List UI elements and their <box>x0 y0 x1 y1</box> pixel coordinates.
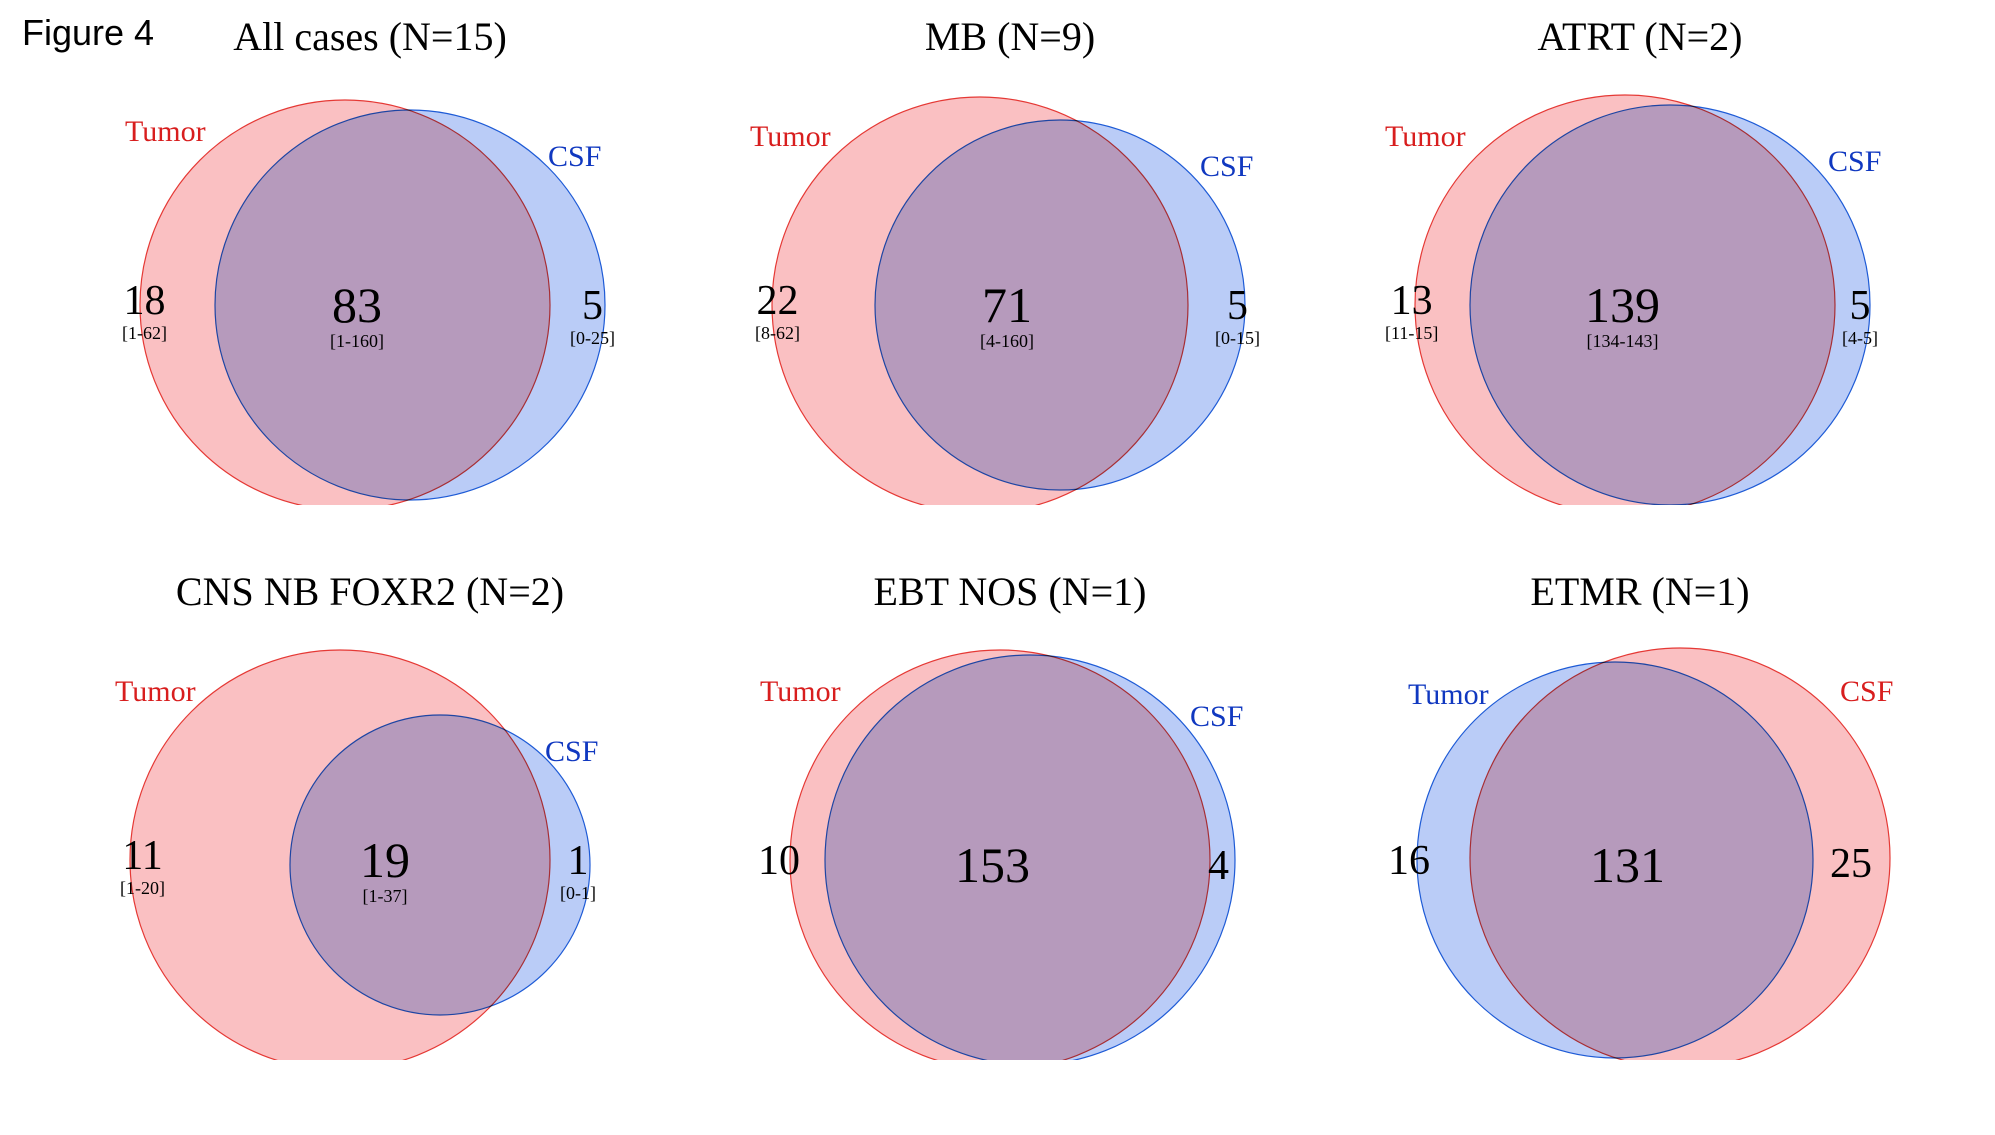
count-value: 5 <box>570 285 615 327</box>
venn-count-right: 25 <box>1830 843 1872 885</box>
venn-panel-ebt: EBT NOS (N=1) Tumor CSF 10 153 4 <box>700 560 1320 1080</box>
venn-count-right: 5 [4-5] <box>1842 285 1878 347</box>
set-label-right: CSF <box>1190 700 1243 734</box>
venn-panel-atrt: ATRT (N=2) Tumor CSF 13 [11-15] 139 [134-143] 5… <box>1330 5 1950 525</box>
set-label-left: Tumor <box>1385 120 1466 154</box>
count-value: 13 <box>1385 280 1438 322</box>
venn-count-right: 5 [0-25] <box>570 285 615 347</box>
set-label-left: Tumor <box>1408 678 1489 712</box>
count-range: [11-15] <box>1385 324 1438 342</box>
set-label-left: Tumor <box>115 675 196 709</box>
count-value: 22 <box>755 280 800 322</box>
panel-title: CNS NB FOXR2 (N=2) <box>60 568 680 615</box>
count-value: 18 <box>122 280 167 322</box>
figure-4: Figure 4 All cases (N=15)TumorCSF18[1-62… <box>0 0 1995 1135</box>
venn-count-left: 22 [8-62] <box>755 280 800 342</box>
set-label-left: Tumor <box>750 120 831 154</box>
venn-count-right: 1 [0-1] <box>560 840 596 902</box>
count-range: [0-1] <box>560 884 596 902</box>
count-value: 153 <box>955 840 1030 890</box>
count-value: 16 <box>1388 840 1430 882</box>
venn-grid: All cases (N=15) Tumor CSF 18 [1-62] 83 [1-160… <box>0 0 1995 1135</box>
count-value: 25 <box>1830 843 1872 885</box>
count-range: [1-160] <box>330 332 384 350</box>
set-label-right: CSF <box>1840 675 1893 709</box>
set-label-right: CSF <box>1828 145 1881 179</box>
count-range: [0-25] <box>570 329 615 347</box>
venn-count-middle: 139 [134-143] <box>1585 280 1660 350</box>
count-range: [1-37] <box>360 887 410 905</box>
venn-count-middle: 19 [1-37] <box>360 835 410 905</box>
venn-count-middle: 83 [1-160] <box>330 280 384 350</box>
count-value: 71 <box>980 280 1034 330</box>
count-range: [8-62] <box>755 324 800 342</box>
count-range: [0-15] <box>1215 329 1260 347</box>
count-value: 19 <box>360 835 410 885</box>
venn-panel-mb: MB (N=9) Tumor CSF 22 [8-62] 71 [4-160] 5 [0-15] <box>700 5 1320 525</box>
venn-count-left: 13 [11-15] <box>1385 280 1438 342</box>
count-range: [4-160] <box>980 332 1034 350</box>
set-label-right: CSF <box>1200 150 1253 184</box>
venn-count-left: 18 [1-62] <box>122 280 167 342</box>
count-value: 1 <box>560 840 596 882</box>
count-value: 131 <box>1590 840 1665 890</box>
venn-count-right: 4 <box>1208 845 1229 887</box>
venn-circle-right <box>875 120 1245 490</box>
set-label-left: Tumor <box>760 675 841 709</box>
venn-count-left: 11 [1-20] <box>120 835 165 897</box>
count-range: [4-5] <box>1842 329 1878 347</box>
venn-circle-right <box>1470 105 1870 505</box>
set-label-right: CSF <box>548 140 601 174</box>
set-label-right: CSF <box>545 735 598 769</box>
panel-title: ATRT (N=2) <box>1330 13 1950 60</box>
count-value: 4 <box>1208 845 1229 887</box>
panel-title: MB (N=9) <box>700 13 1320 60</box>
venn-count-middle: 71 [4-160] <box>980 280 1034 350</box>
panel-title: ETMR (N=1) <box>1330 568 1950 615</box>
count-range: [134-143] <box>1585 332 1660 350</box>
count-value: 11 <box>120 835 165 877</box>
venn-panel-cns: CNS NB FOXR2 (N=2) Tumor CSF 11 [1-20] 19 [1-3… <box>60 560 680 1080</box>
venn-circle-right <box>215 110 605 500</box>
count-value: 5 <box>1842 285 1878 327</box>
venn-panel-etmr: ETMR (N=1) Tumor CSF 16 131 25 <box>1330 560 1950 1080</box>
venn-count-left: 16 <box>1388 840 1430 882</box>
venn-count-middle: 153 <box>955 840 1030 890</box>
count-value: 5 <box>1215 285 1260 327</box>
venn-circle-right <box>1470 648 1890 1060</box>
venn-count-right: 5 [0-15] <box>1215 285 1260 347</box>
panel-title: EBT NOS (N=1) <box>700 568 1320 615</box>
venn-count-middle: 131 <box>1590 840 1665 890</box>
venn-count-left: 10 <box>758 840 800 882</box>
venn-circle-right <box>825 655 1235 1060</box>
count-value: 10 <box>758 840 800 882</box>
count-value: 139 <box>1585 280 1660 330</box>
set-label-left: Tumor <box>125 115 206 149</box>
panel-title: All cases (N=15) <box>60 13 680 60</box>
venn-panel-all: All cases (N=15) Tumor CSF 18 [1-62] 83 [1-160… <box>60 5 680 525</box>
count-range: [1-20] <box>120 879 165 897</box>
count-range: [1-62] <box>122 324 167 342</box>
count-value: 83 <box>330 280 384 330</box>
